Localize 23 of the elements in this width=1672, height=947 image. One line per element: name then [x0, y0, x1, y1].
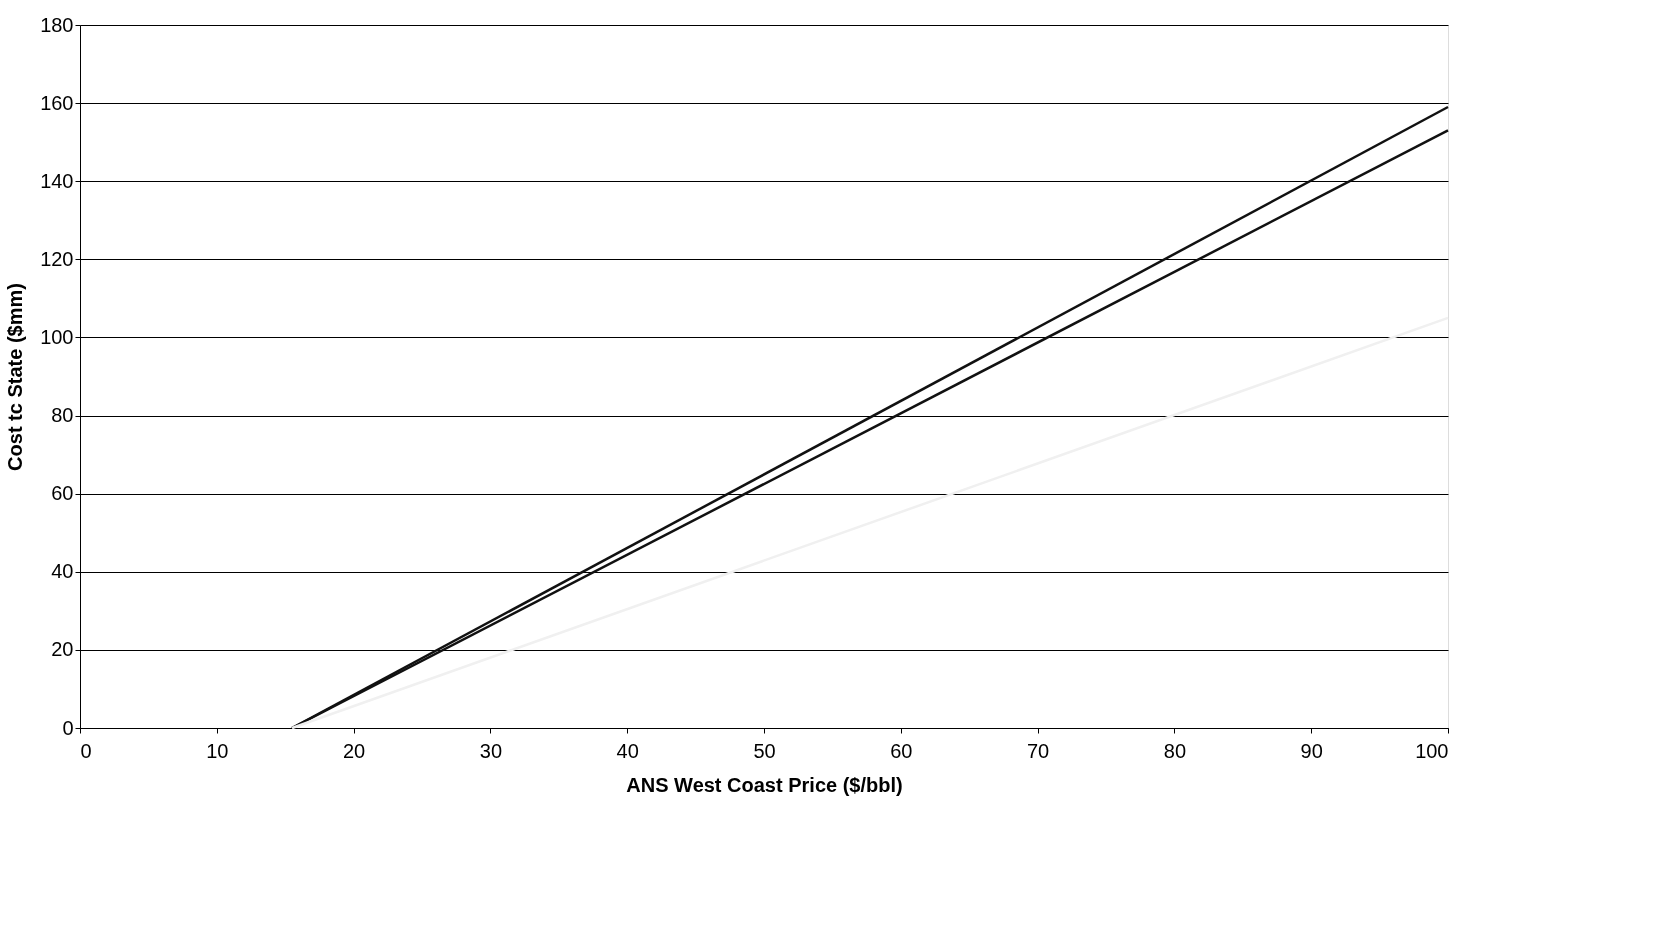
x-tick-label: 100	[1415, 739, 1449, 762]
x-tick-label: 40	[616, 739, 639, 762]
y-tick-label: 0	[62, 716, 74, 739]
y-tick-label: 140	[40, 169, 74, 192]
x-axis-title: ANS West Coast Price ($/bbl)	[626, 773, 903, 796]
x-tick-label: 20	[342, 739, 366, 762]
y-axis-title: Cost tc State ($mm)	[4, 283, 27, 471]
y-tick-label: 160	[40, 91, 74, 114]
y-tick-label: 180	[40, 13, 74, 36]
x-tick-label: 0	[80, 739, 92, 762]
y-tick-label: 60	[51, 482, 74, 505]
x-tick-label: 90	[1300, 739, 1323, 762]
x-tick-label: 50	[753, 739, 776, 762]
x-tick-label: 80	[1163, 739, 1187, 762]
y-tick-label: 100	[40, 325, 74, 348]
y-tick-label: 20	[51, 638, 74, 661]
y-tick-label: 80	[51, 404, 74, 427]
x-tick-label: 70	[1026, 739, 1050, 762]
y-tick-label: 40	[51, 560, 74, 583]
x-tick-label: 60	[890, 739, 913, 762]
x-tick-label: 10	[206, 739, 229, 762]
x-tick-label: 30	[479, 739, 503, 762]
y-tick-label: 120	[40, 247, 74, 270]
